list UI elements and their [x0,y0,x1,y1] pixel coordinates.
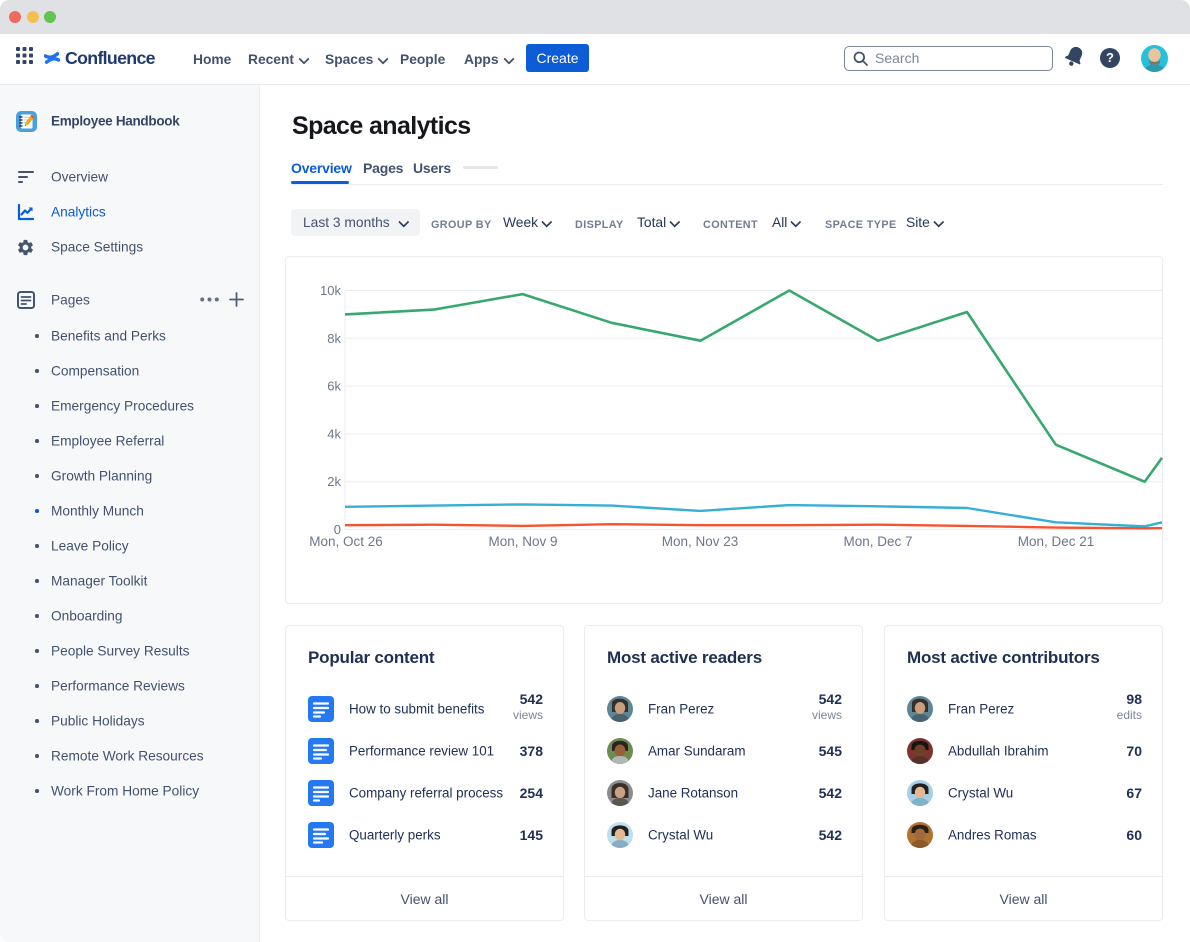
svg-text:6k: 6k [327,379,341,394]
svg-text:0: 0 [334,522,341,537]
svg-text:Mon, Oct 26: Mon, Oct 26 [309,534,383,549]
svg-text:Mon, Nov 23: Mon, Nov 23 [662,534,739,549]
svg-text:4k: 4k [327,426,341,441]
svg-text:10k: 10k [320,283,341,298]
svg-text:8k: 8k [327,331,341,346]
svg-text:Mon, Dec 7: Mon, Dec 7 [843,534,912,549]
svg-text:2k: 2k [327,474,341,489]
svg-text:Mon, Nov 9: Mon, Nov 9 [488,534,557,549]
svg-text:Mon, Dec 21: Mon, Dec 21 [1018,534,1095,549]
